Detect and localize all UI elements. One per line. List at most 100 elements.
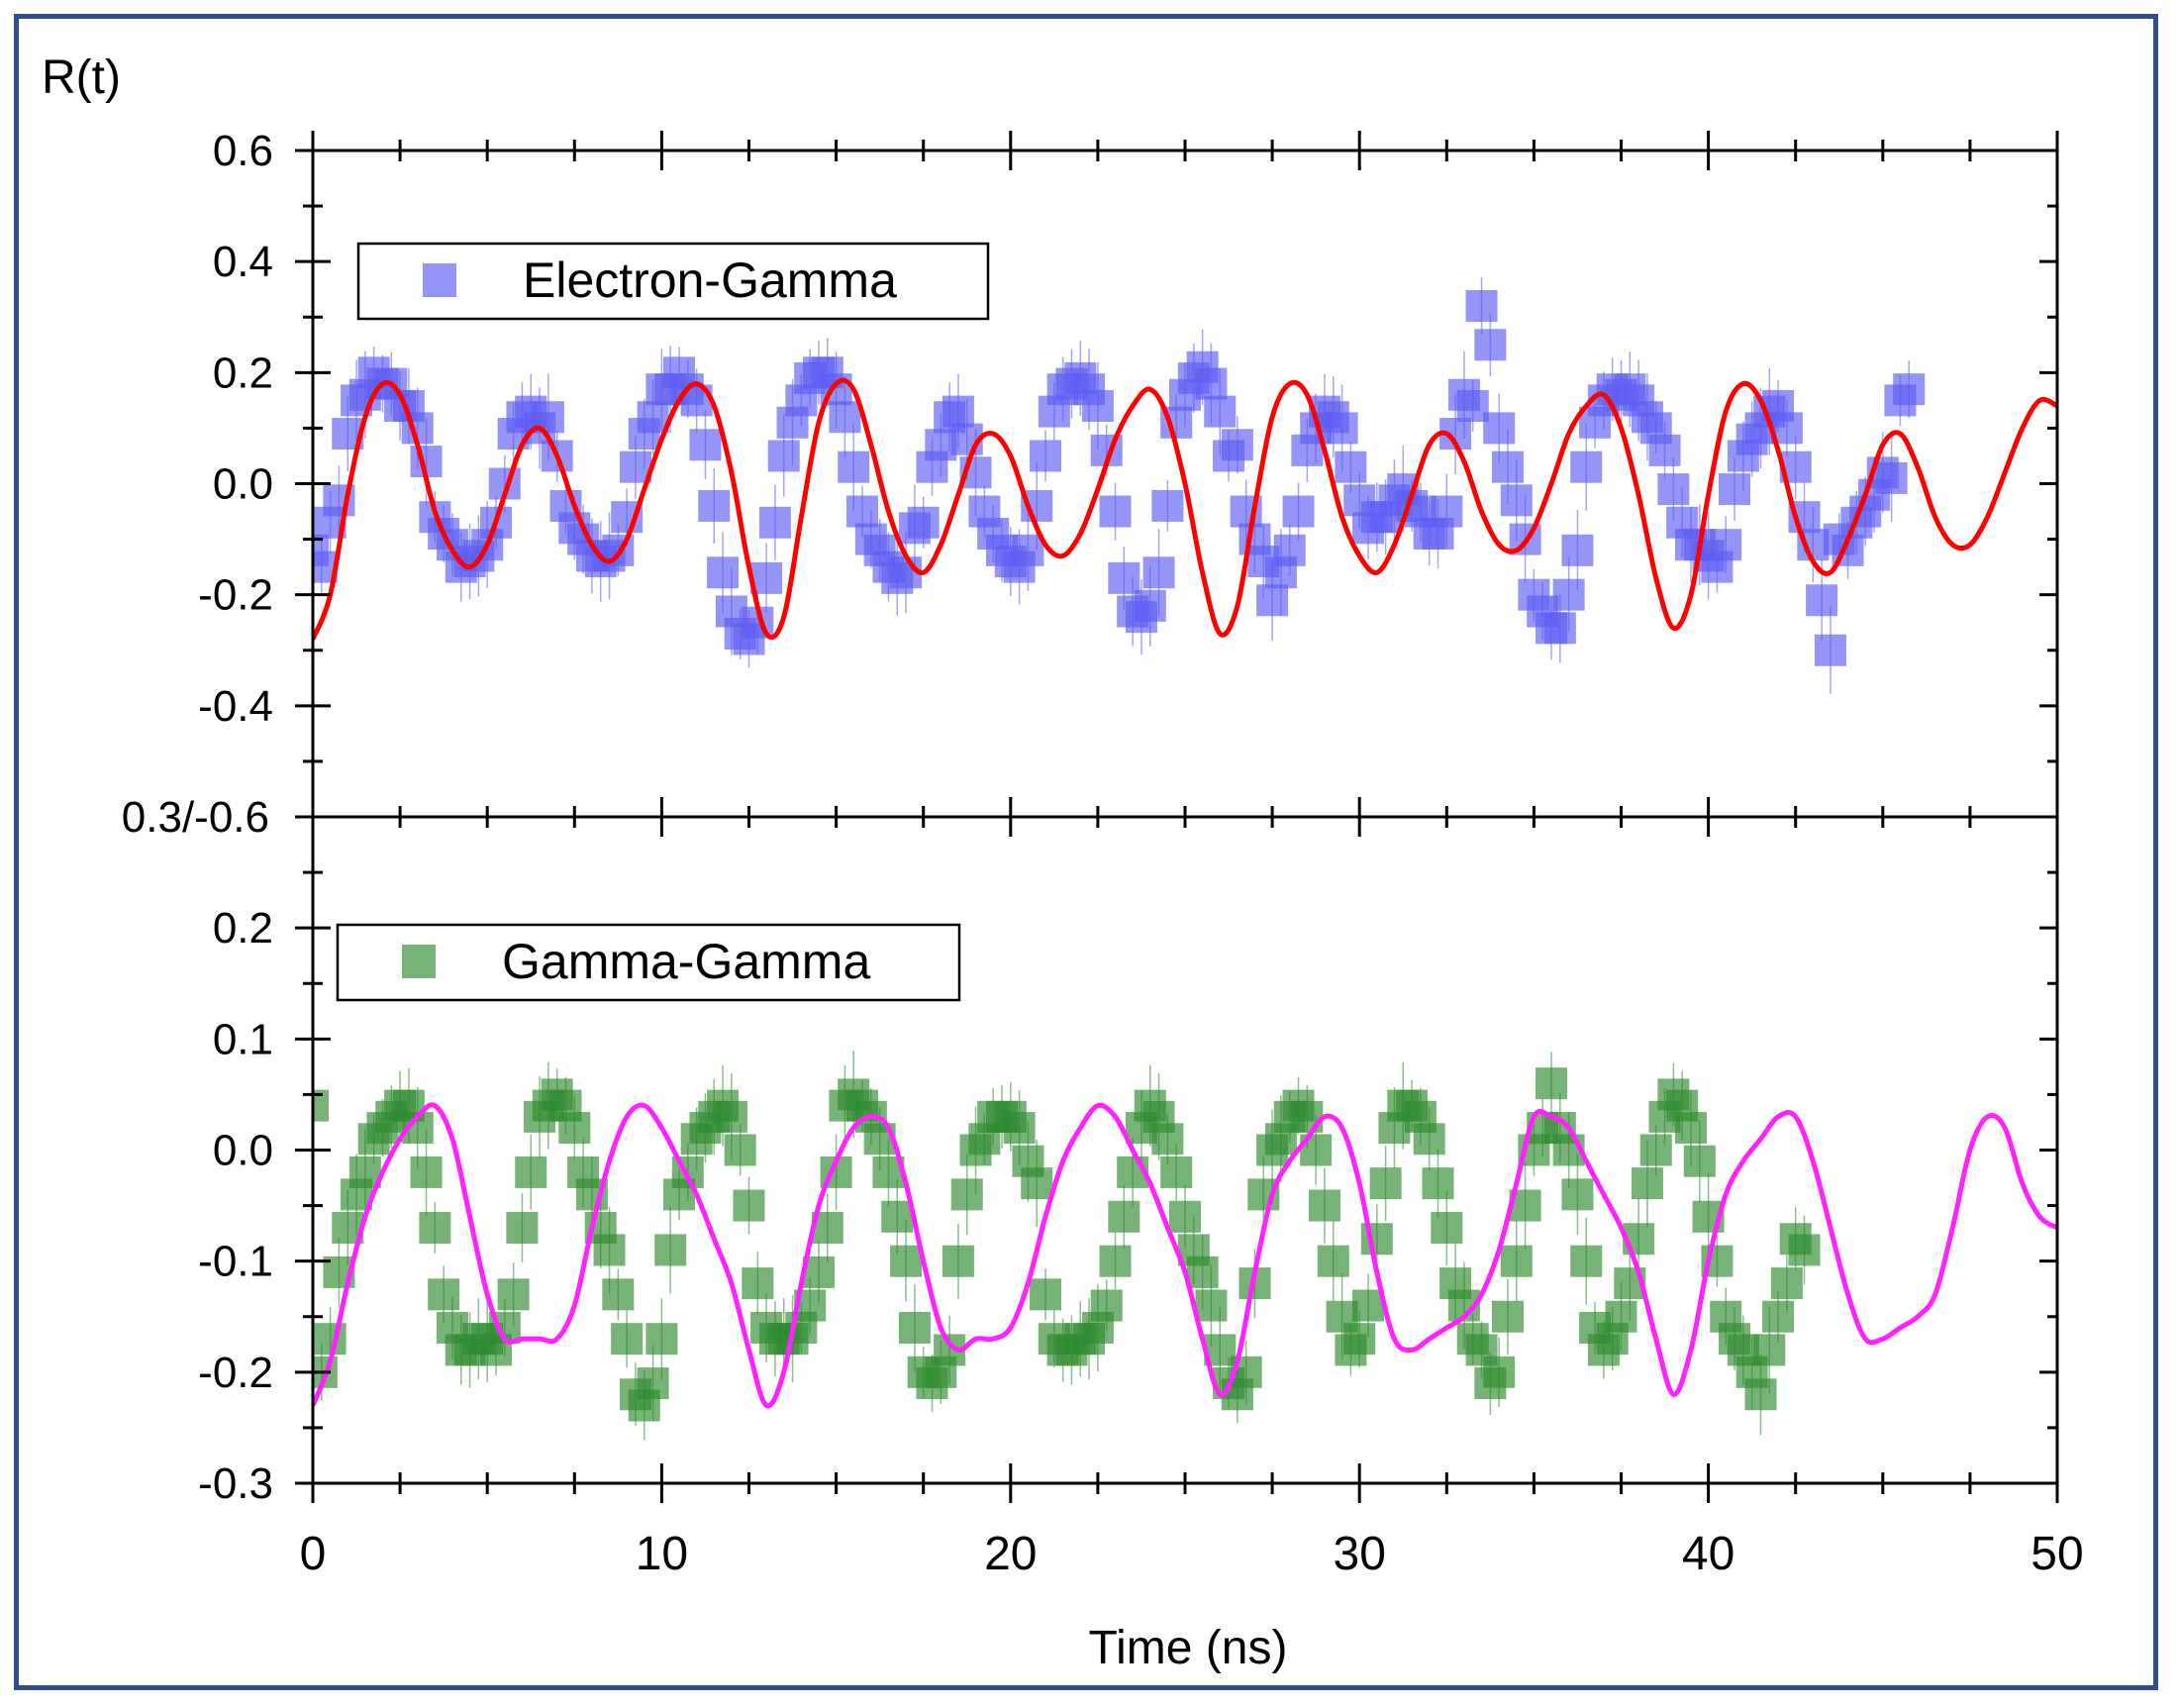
bottom-data-point (950, 1178, 983, 1211)
top-data-point (1282, 495, 1315, 528)
top-data-point (707, 556, 740, 589)
bottom-data-point (742, 1267, 774, 1300)
bottom-data-point (313, 1089, 329, 1122)
y-axis-label: R(t) (42, 51, 121, 104)
top-legend-label: Electron-Gamma (523, 252, 897, 308)
axes: 0.6 0.4 0.2 0.0 -0.2 -0.4 Electron-Gamma 0.2 0.1… (198, 127, 2084, 1580)
top-data-point (698, 489, 731, 522)
bottom-data-point (497, 1278, 530, 1311)
bottom-data-point (1291, 1100, 1324, 1133)
top-data-point (1142, 556, 1175, 589)
bottom-data-point (428, 1278, 460, 1311)
top-data-point (1561, 534, 1594, 566)
bottom-data-point (1108, 1200, 1140, 1233)
top-data-point (1195, 367, 1228, 400)
top-data-point (1648, 434, 1681, 466)
bottom-data-point (898, 1311, 931, 1344)
bottom-data-point (733, 1189, 765, 1222)
bottom-data-point (1308, 1189, 1340, 1222)
top-panel (313, 277, 2057, 694)
top-data-point (1474, 329, 1507, 361)
top-data-point (941, 395, 974, 428)
top-data-point (1273, 534, 1306, 566)
x-tick-label: 20 (984, 1528, 1037, 1580)
top-data-point (1710, 529, 1742, 561)
bottom-data-point (1003, 1112, 1036, 1145)
bottom-data-point (1369, 1167, 1402, 1200)
top-data-point (829, 401, 861, 434)
x-tick-label: 10 (636, 1528, 688, 1580)
bottom-data-point (1186, 1256, 1219, 1288)
top-data-point (1030, 440, 1062, 472)
top-data-point (1099, 495, 1132, 528)
top-fit-curve (313, 377, 2057, 641)
top-plot-area (313, 277, 2057, 694)
top-legend-marker (423, 263, 456, 297)
top-data-point (1719, 473, 1751, 506)
bottom-data-point (1021, 1167, 1053, 1200)
shared-y-tick-label: 0.3/-0.6 (122, 793, 269, 842)
bottom-data-point (1683, 1145, 1716, 1177)
top-data-point (1204, 395, 1237, 428)
top-y-tick-label: 0.4 (213, 238, 273, 286)
bottom-legend-marker (402, 945, 436, 978)
top-data-point (1256, 584, 1289, 617)
top-data-point (1326, 412, 1358, 445)
bottom-data-point (558, 1112, 591, 1145)
top-data-point (1431, 495, 1463, 528)
bottom-data-point (515, 1155, 547, 1188)
top-data-point (637, 401, 669, 434)
bottom-data-point (1151, 1123, 1184, 1155)
top-data-point (1012, 534, 1044, 566)
top-data-point (1875, 461, 1908, 494)
top-data-point (1335, 451, 1367, 483)
bottom-legend-box (336, 923, 961, 1002)
bottom-data-point (1631, 1167, 1663, 1200)
bottom-data-point (1099, 1245, 1132, 1277)
bottom-data-point (637, 1367, 669, 1400)
x-tick-label: 40 (1682, 1528, 1734, 1580)
bottom-y-tick-label: 0.0 (213, 1127, 273, 1175)
bottom-y-tick-label: 0.1 (213, 1015, 273, 1063)
bottom-data-point (506, 1212, 539, 1245)
bottom-data-point (1491, 1300, 1524, 1333)
bottom-data-point (1160, 1155, 1193, 1188)
top-y-tick-label: 0.2 (213, 349, 273, 397)
bottom-data-point (1352, 1289, 1385, 1322)
bottom-data-point (419, 1212, 451, 1245)
top-data-point (838, 451, 870, 483)
top-data-point (1483, 412, 1516, 445)
bottom-y-tick-label: -0.3 (198, 1459, 273, 1508)
bottom-data-point (593, 1234, 626, 1266)
bottom-data-point (602, 1278, 635, 1311)
bottom-data-point (1605, 1300, 1637, 1333)
bottom-y-tick-label: 0.2 (213, 904, 273, 953)
bottom-data-point (1169, 1200, 1201, 1233)
bottom-data-point (314, 1323, 347, 1356)
bottom-data-point (1090, 1289, 1123, 1322)
bottom-data-point (1343, 1323, 1376, 1356)
top-data-point (1893, 373, 1926, 406)
top-legend: Electron-Gamma (356, 242, 990, 321)
bottom-data-point (1500, 1245, 1533, 1277)
bottom-data-point (1030, 1278, 1062, 1311)
bottom-data-point (715, 1100, 747, 1133)
bottom-data-point (1483, 1356, 1516, 1388)
bottom-data-point (1413, 1123, 1445, 1155)
bottom-data-point (1317, 1245, 1349, 1277)
x-tick-label: 0 (300, 1528, 327, 1580)
bottom-data-point (1422, 1167, 1454, 1200)
bottom-y-tick-label: -0.2 (198, 1349, 273, 1397)
bottom-data-point (890, 1245, 923, 1277)
top-data-point (1657, 473, 1690, 506)
top-data-point (758, 506, 791, 539)
top-data-point (1491, 451, 1524, 483)
top-data-point (1552, 578, 1585, 611)
top-y-tick-label: 0.6 (213, 127, 273, 175)
top-data-point (1806, 584, 1838, 617)
top-data-point (689, 429, 722, 461)
bottom-data-point (1744, 1378, 1777, 1411)
top-data-point (1151, 489, 1184, 522)
bottom-y-tick-label: -0.1 (198, 1238, 273, 1286)
top-data-point (1221, 429, 1253, 461)
